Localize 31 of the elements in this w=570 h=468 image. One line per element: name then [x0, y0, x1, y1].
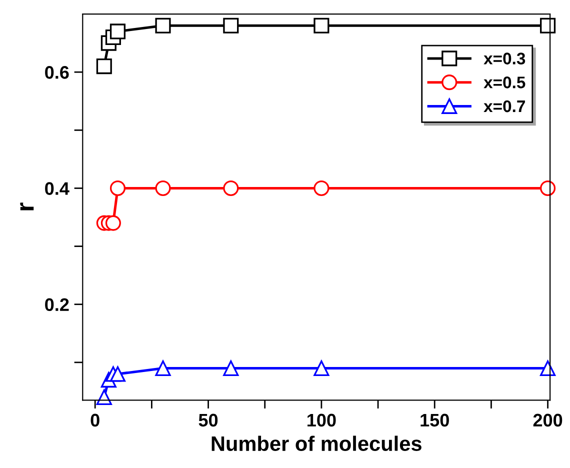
legend-label: x=0.5 — [484, 76, 526, 88]
point — [110, 24, 126, 40]
point — [110, 180, 126, 196]
x-tick-label: 100 — [308, 414, 336, 427]
point — [96, 58, 112, 74]
point — [96, 389, 112, 406]
point — [223, 360, 239, 376]
legend-label: x=0.7 — [484, 100, 525, 112]
point — [223, 18, 239, 34]
point — [540, 18, 556, 34]
y-tick-label: 0.6 — [45, 66, 69, 79]
point — [314, 180, 330, 196]
x-tick-label: 150 — [420, 414, 449, 427]
point — [314, 360, 330, 376]
point — [223, 180, 239, 196]
point — [314, 18, 330, 34]
y-tick-label: 0.2 — [45, 298, 69, 312]
point — [155, 180, 171, 196]
legend-label: x=0.3 — [484, 52, 526, 64]
point — [105, 215, 121, 231]
point — [540, 360, 556, 376]
point — [155, 18, 171, 34]
point — [155, 360, 171, 376]
point — [110, 366, 126, 382]
x-tick-label: 50 — [198, 414, 218, 427]
y-tick-label: 0.4 — [45, 182, 70, 195]
x-axis-title: Number of molecules — [212, 436, 422, 452]
y-axis-title: r — [20, 202, 34, 210]
x-tick-label: 200 — [533, 414, 562, 427]
point — [540, 180, 556, 196]
x-tick-label: 0 — [90, 414, 100, 427]
